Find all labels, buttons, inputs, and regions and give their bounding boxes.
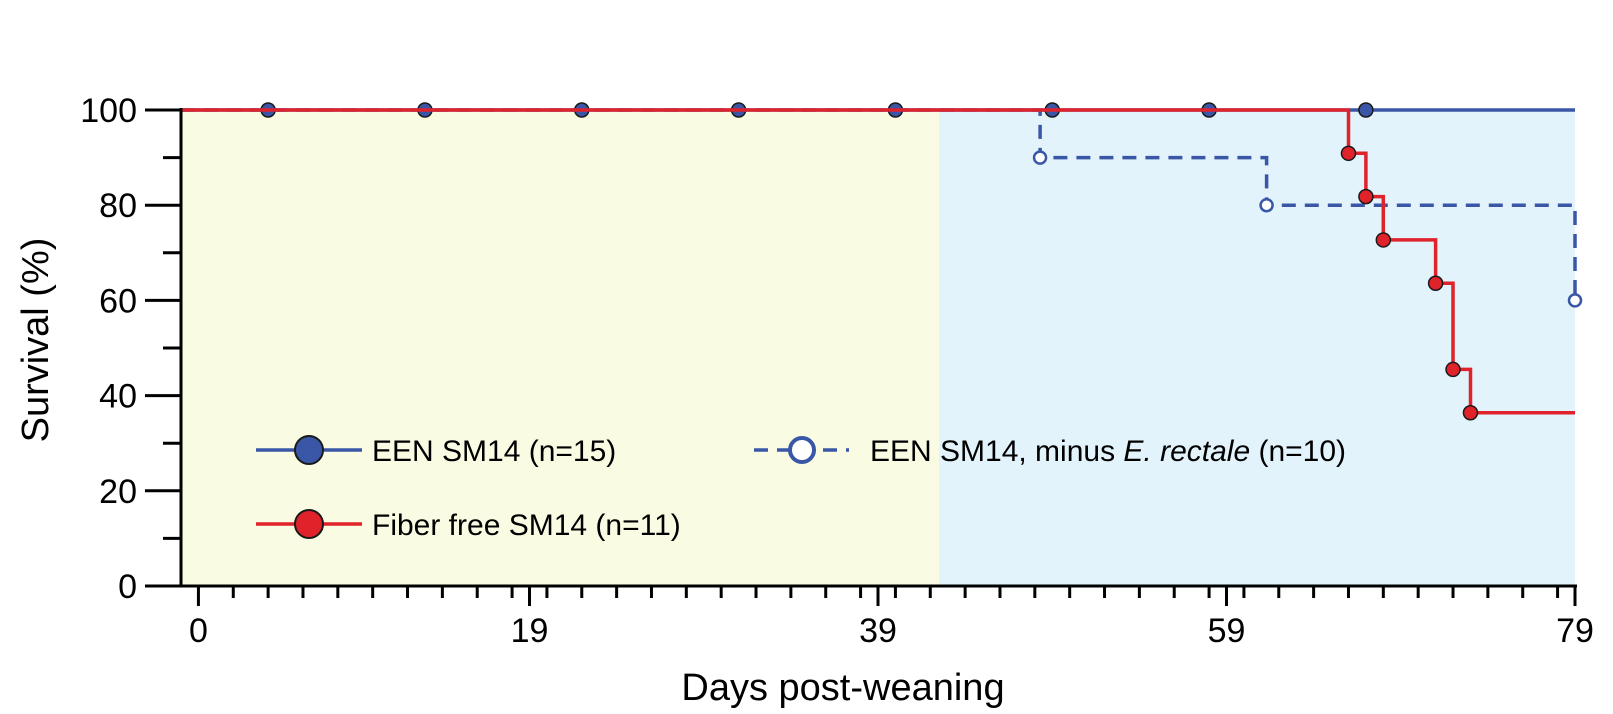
data-point-fiber-free-2 [1358, 188, 1374, 205]
y-tick-label: 20 [99, 473, 137, 511]
legend-text-part-3: (n=10) [1250, 435, 1346, 468]
x-tick-label: 19 [511, 612, 549, 650]
legend-marker-fiber-free [294, 509, 324, 539]
axes: 0 20 40 60 80 100 0 19 39 59 79 [80, 92, 1594, 650]
data-point-fiber-free-4 [1427, 275, 1444, 292]
data-point-fiber-free-6 [1462, 404, 1479, 421]
data-point-een-minus-e-rectale-2 [1259, 197, 1274, 213]
data-point-fiber-free-1 [1340, 145, 1357, 162]
legend-entry-fiber-free: Fiber free SM14 (n=11) [256, 509, 681, 542]
series-fiber-free [181, 108, 1575, 421]
legend-entry-een-minus-e-rectale: EEN SM14, minus E. rectale (n=10) [754, 435, 1346, 468]
legend: EEN SM14 (n=15) EEN SM14, minus E. recta… [256, 435, 1346, 542]
background-band-1 [181, 110, 939, 586]
legend-entry-een-sm14: EEN SM14 (n=15) [256, 435, 616, 468]
y-tick-label: 0 [118, 568, 137, 606]
y-tick-label: 100 [80, 92, 137, 130]
y-tick-label: 60 [99, 282, 137, 320]
legend-marker-een-sm14 [294, 435, 324, 465]
data-point-fiber-free-3 [1375, 232, 1392, 248]
x-tick-label: 39 [859, 612, 897, 650]
y-axis-title: Survival (%) [15, 238, 57, 443]
legend-text-part-1: EEN SM14, minus [870, 435, 1123, 468]
legend-label-een-sm14: EEN SM14 (n=15) [372, 435, 616, 468]
legend-marker-een-minus-e-rectale [788, 436, 816, 464]
x-tick-label: 79 [1556, 612, 1594, 650]
x-tick-label: 59 [1208, 612, 1246, 650]
x-axis-title: Days post-weaning [681, 667, 1004, 709]
data-point-een-minus-e-rectale-3 [1567, 293, 1583, 308]
background-bands [181, 110, 1575, 586]
data-point-een-sm14-8 [1358, 102, 1374, 118]
legend-label-een-minus-e-rectale: EEN SM14, minus E. rectale (n=10) [870, 435, 1346, 468]
series-layer [181, 102, 1583, 421]
data-point-een-minus-e-rectale-1 [1032, 150, 1048, 165]
x-tick-label: 0 [189, 612, 208, 650]
background-band-2 [938, 110, 1575, 586]
legend-label-fiber-free: Fiber free SM14 (n=11) [372, 509, 681, 542]
y-tick-label: 80 [99, 187, 137, 225]
y-tick-label: 40 [99, 378, 137, 416]
data-point-fiber-free-5 [1445, 361, 1461, 378]
legend-text-italic-species: E. rectale [1123, 435, 1250, 468]
